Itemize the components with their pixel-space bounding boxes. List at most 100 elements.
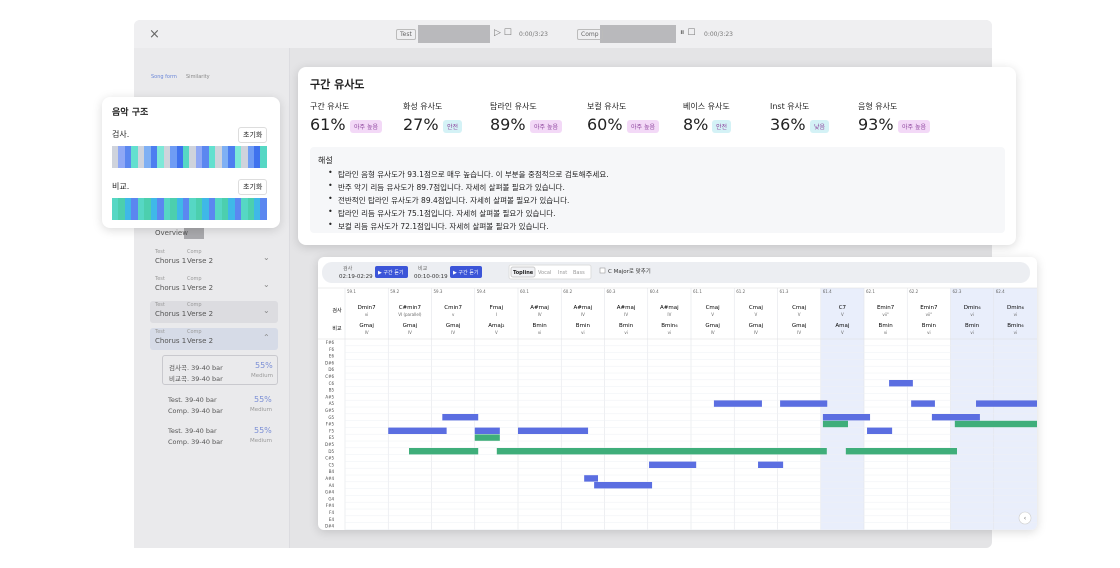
strip-cell: [189, 146, 196, 168]
pair-comp-section: Verse 2: [187, 284, 214, 292]
metric-label: 화성 유사도: [403, 102, 443, 111]
detail-comp: Comp. 39-40 bar: [168, 407, 223, 415]
tab[interactable]: Vocal: [538, 270, 551, 276]
play-button[interactable]: [450, 266, 482, 278]
strip-cell: [208, 146, 216, 168]
overview: Overview: [155, 229, 188, 237]
reset-button[interactable]: 초기화: [238, 127, 268, 143]
strip-cell: [189, 198, 196, 220]
chevron: ⌃: [263, 333, 270, 342]
pair-item[interactable]: Test Comp Chorus 1 Verse 2 ⌄: [150, 248, 278, 270]
pair-item[interactable]: Test Comp Chorus 1 Verse 2 ⌄: [150, 275, 278, 297]
bullet: •: [328, 194, 333, 203]
test-roman: vi: [1014, 312, 1017, 317]
test-chord: Dmin7: [358, 305, 377, 311]
strip-cell: [137, 146, 145, 168]
note: [409, 448, 479, 455]
test-time: 0:00/3:23: [519, 31, 548, 38]
detail-level: Medium: [251, 373, 273, 379]
metric-label: 보컬 유사도: [587, 102, 627, 111]
strip-cell: [241, 146, 248, 168]
similarity-title: 구간 유사도: [310, 78, 365, 91]
strip-cell: [215, 146, 222, 168]
strip-cell: [176, 146, 183, 168]
comp-roman: IV: [408, 330, 412, 335]
note: [822, 414, 871, 421]
detail-item[interactable]: Test. 39-40 bar Comp. 39-40 bar 55% Medium: [162, 421, 278, 451]
comp-range: 00:10-00:19: [414, 274, 448, 280]
structure-strip: [112, 198, 267, 220]
play-icon[interactable]: ▷ ☐: [494, 28, 512, 38]
strip-cell: [215, 198, 222, 220]
comp-chord: Bmin₆: [661, 323, 678, 329]
test-chord: A#maj: [574, 305, 593, 311]
strip-cell: [150, 198, 158, 220]
strip-cell: [124, 146, 132, 168]
tab[interactable]: Topline: [513, 270, 534, 276]
play-label[interactable]: ▶ 구간 듣기: [453, 269, 478, 276]
metric-label: 베이스 유사도: [683, 102, 730, 111]
strip-cell: [228, 198, 235, 220]
detail-comp: 비교곡. 39-40 bar: [169, 375, 223, 383]
test-roman: VI (parallel): [398, 312, 422, 317]
tab[interactable]: Inst: [558, 270, 567, 276]
strip-cell: [182, 146, 190, 168]
strip-cell: [137, 198, 145, 220]
pause-icon[interactable]: ⏸ ☐: [680, 28, 696, 38]
structure-title: 음악 구조: [112, 108, 149, 118]
bar-label: 61.4: [823, 289, 832, 294]
play-button[interactable]: [375, 266, 408, 278]
test-chord: C7: [839, 305, 847, 311]
strip-cell: [253, 198, 261, 220]
reset-button[interactable]: 초기화: [238, 179, 268, 195]
checkbox-label[interactable]: C Major로 맞추기: [608, 267, 651, 275]
pitch-label: G#5: [325, 408, 334, 413]
comp-roman: V: [841, 330, 844, 335]
detail-test: Test. 39-40 bar: [168, 396, 217, 404]
test-roman: vii°: [926, 312, 933, 317]
comp-roman: vi: [1014, 330, 1017, 335]
scroll-button[interactable]: [1018, 511, 1032, 525]
sidebar-tab[interactable]: Song form: [151, 74, 177, 80]
close-button[interactable]: ×: [149, 27, 160, 42]
pair-test: Test: [155, 329, 165, 335]
detail-item[interactable]: 검사곡. 39-40 bar 비교곡. 39-40 bar 55% Medium: [162, 355, 278, 385]
strip-cell: [170, 146, 177, 168]
strip-cell: [176, 198, 183, 220]
test-chord: Emin7: [877, 305, 895, 311]
comp-roman: IV: [754, 330, 758, 335]
note: [780, 400, 828, 407]
pitch-label: E5: [329, 435, 335, 440]
checkbox[interactable]: [599, 267, 606, 274]
sidebar-tab[interactable]: Similarity: [186, 74, 210, 80]
strip-cell: [170, 198, 177, 220]
test-roman: vi: [365, 312, 368, 317]
note: [889, 380, 913, 387]
note: [594, 482, 653, 489]
note: [388, 427, 447, 434]
pitch-label: G4: [328, 496, 334, 501]
row-label: 비교.: [112, 182, 130, 191]
commentary-item: 보컬 리듬 유사도가 72.1점입니다. 자세히 살펴볼 필요가 있습니다.: [338, 222, 549, 231]
strip-cell: [144, 146, 151, 168]
pair-item[interactable]: Test Comp Chorus 1 Verse 2 ⌄: [150, 301, 278, 323]
comp-roman: vi: [538, 330, 541, 335]
structure-card: 음악 구조 검사. 초기화 비교. 초기화: [102, 97, 280, 228]
piano-roll-card: 검사 02:19-02:29 ▶ 구간 듣기 비교 00:10-00:19 ▶ 구간 듣기…: [318, 257, 1037, 530]
scroll-icon[interactable]: ‹: [1024, 515, 1026, 522]
commentary-item: 탑라인 리듬 유사도가 75.1점입니다. 자세히 살펴볼 필요가 있습니다.: [338, 209, 556, 218]
tab-active: [510, 266, 536, 278]
metric-value: 61%: [310, 115, 346, 134]
bar-label: 59.2: [390, 289, 399, 294]
play-label[interactable]: ▶ 구간 듣기: [378, 269, 403, 276]
pair-item[interactable]: Test Comp Chorus 1 Verse 2 ⌃: [150, 328, 278, 350]
metric-badge: 낮음: [810, 120, 830, 133]
strip-cell: [150, 146, 158, 168]
strip-cell: [118, 146, 125, 168]
bar-label: 60.1: [520, 289, 529, 294]
tab[interactable]: Bass: [573, 270, 585, 276]
test-roman: V: [711, 312, 714, 317]
comp-chord: Bmin: [965, 323, 980, 329]
detail-item[interactable]: Test. 39-40 bar Comp. 39-40 bar 55% Medium: [162, 390, 278, 420]
